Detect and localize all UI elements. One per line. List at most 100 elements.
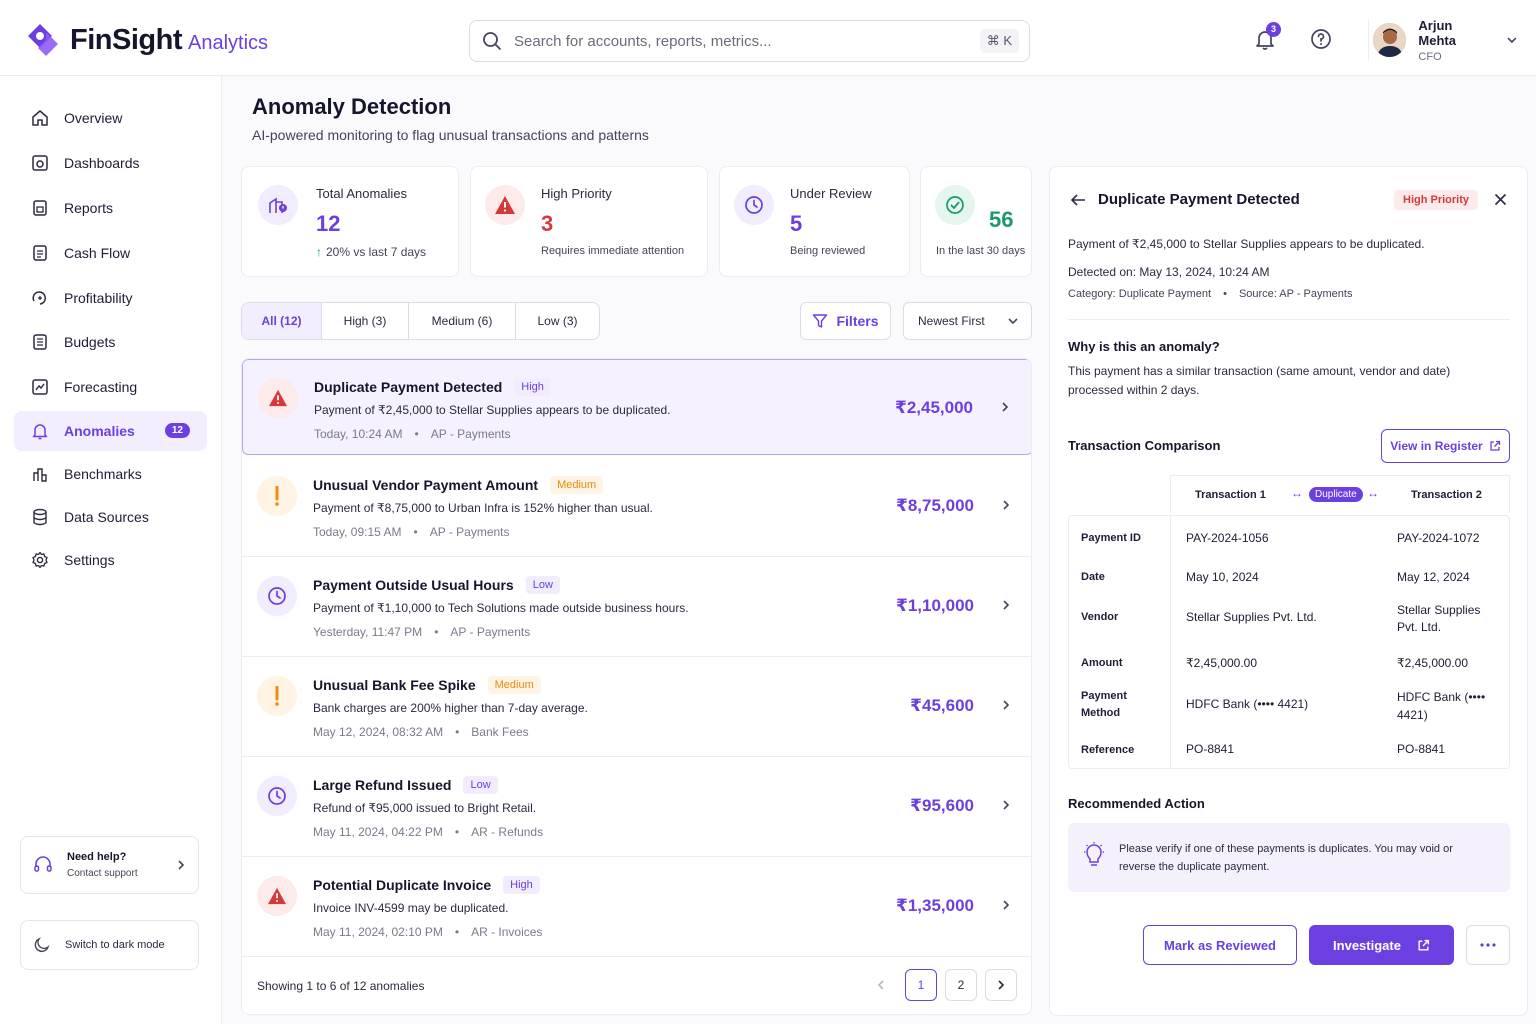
sidebar-item-benchmarks[interactable]: Benchmarks [14, 454, 207, 494]
top-bar: FinSight Analytics ⌘ K 3 Arjun Mehta CFO [0, 0, 1536, 76]
anomaly-amount: ₹2,45,000 [894, 398, 973, 417]
user-menu[interactable]: Arjun Mehta CFO [1368, 18, 1518, 63]
filters-button[interactable]: Filters [800, 302, 891, 340]
chevron-right-icon[interactable] [1001, 899, 1011, 911]
external-link-icon [1418, 939, 1430, 951]
view-in-register-button[interactable]: View in Register [1381, 429, 1510, 463]
chevron-right-icon[interactable] [1001, 699, 1011, 711]
anomaly-title: Large Refund Issued [313, 777, 452, 793]
sidebar-item-data-sources[interactable]: Data Sources [14, 497, 207, 537]
search-bar[interactable]: ⌘ K [469, 20, 1030, 62]
profitability-icon [32, 291, 46, 305]
anomaly-detail-panel: Duplicate Payment Detected High Priority… [1049, 166, 1528, 1016]
headset-icon [34, 856, 52, 872]
severity-badge: Low [463, 776, 498, 794]
sidebar-item-profitability[interactable]: Profitability [14, 278, 207, 318]
help-icon[interactable] [1310, 28, 1332, 50]
anomaly-row[interactable]: Potential Duplicate Invoice High Invoice … [242, 858, 1031, 957]
stat-card-resolved: 56 In the last 30 days [920, 166, 1032, 277]
alert-triangle-icon [257, 876, 297, 916]
anomaly-time: May 11, 2024, 04:22 PM [313, 825, 443, 839]
stat-value: 3 [541, 211, 554, 236]
page-button-1[interactable]: 1 [905, 969, 937, 1001]
clock-icon [257, 576, 297, 616]
help-title: Need help? [67, 851, 127, 863]
anomaly-description: Payment of ₹8,75,000 to Urban Infra is 1… [313, 501, 653, 515]
mark-as-reviewed-button[interactable]: Mark as Reviewed [1143, 925, 1297, 965]
stat-foot: Requires immediate attention [541, 245, 685, 257]
chevron-right-icon[interactable] [1001, 799, 1011, 811]
tab-low[interactable]: Low (3) [537, 314, 578, 328]
t1-value: ₹2,45,000.00 [1186, 656, 1258, 670]
budget-icon [33, 334, 47, 350]
check-circle-icon [935, 185, 975, 225]
anomaly-row[interactable]: Unusual Bank Fee Spike Medium Bank charge… [242, 658, 1031, 757]
comparison-table: Payment ID PAY-2024-1056 PAY-2024-1072 D… [1068, 515, 1510, 769]
page-title: Anomaly Detection [252, 94, 452, 119]
t1-value: PAY-2024-1056 [1186, 531, 1269, 545]
sidebar: Overview Dashboards Reports Cash Flow Pr… [0, 76, 222, 1024]
sidebar-item-budgets[interactable]: Budgets [14, 322, 207, 362]
anomaly-row[interactable]: Payment Outside Usual Hours Low Payment o… [242, 558, 1031, 657]
anomaly-list: Duplicate Payment Detected High Payment o… [241, 358, 1032, 1015]
sidebar-item-settings[interactable]: Settings [14, 540, 207, 580]
anomaly-amount: ₹8,75,000 [895, 496, 974, 515]
dark-mode-label: Switch to dark mode [65, 939, 165, 951]
chevron-right-icon[interactable] [1001, 599, 1011, 611]
tab-medium[interactable]: Medium (6) [409, 303, 516, 339]
sidebar-item-forecasting[interactable]: Forecasting [14, 367, 207, 407]
column-divider [1170, 516, 1171, 768]
view-in-register-label: View in Register [1390, 439, 1483, 453]
arrows-icon: ↔ [1291, 486, 1303, 500]
sidebar-item-cash-flow[interactable]: Cash Flow [14, 233, 207, 273]
moon-icon [34, 937, 50, 953]
anomalies-count-badge: 12 [164, 423, 190, 438]
search-input[interactable] [514, 32, 980, 50]
alert-triangle-icon [258, 378, 298, 418]
benchmark-icon [33, 468, 47, 482]
anomaly-title: Potential Duplicate Invoice [313, 877, 492, 893]
stat-value: 5 [790, 211, 803, 236]
chevron-right-icon[interactable] [1000, 401, 1010, 413]
logo[interactable]: FinSight Analytics [26, 22, 268, 58]
stat-value: 12 [316, 211, 341, 236]
anomaly-time: May 12, 2024, 08:32 AM [313, 725, 444, 739]
tab-all[interactable]: All (12) [242, 303, 322, 339]
page-button-2[interactable]: 2 [945, 969, 977, 1001]
dark-mode-toggle[interactable]: Switch to dark mode [20, 920, 199, 970]
back-arrow-icon[interactable] [1070, 193, 1086, 207]
tab-high[interactable]: High (3) [322, 303, 409, 339]
help-card[interactable]: Need help? Contact support [20, 836, 199, 894]
clock-icon [734, 185, 774, 225]
stat-card-total: Total Anomalies 12 ↑ 20% vs last 7 days [241, 166, 459, 277]
anomaly-title: Unusual Bank Fee Spike [313, 677, 476, 693]
anomaly-row[interactable]: Duplicate Payment Detected High Payment o… [242, 359, 1031, 455]
transaction-1-header: Transaction 1 [1195, 489, 1266, 501]
sort-select[interactable]: Newest First [903, 302, 1032, 340]
anomaly-time: May 11, 2024, 02:10 PM [313, 925, 443, 939]
sidebar-item-reports[interactable]: Reports [14, 188, 207, 228]
t2-value: Stellar Supplies Pvt. Ltd. [1397, 603, 1481, 634]
next-page-button[interactable] [985, 969, 1017, 1001]
alert-triangle-icon [485, 185, 525, 225]
why-anomaly-line-1: This payment has a similar transaction (… [1068, 364, 1451, 378]
close-icon[interactable] [1494, 193, 1507, 206]
transaction-2-header: Transaction 2 [1411, 489, 1482, 501]
prev-page-button[interactable] [865, 969, 897, 1001]
pagination-summary: Showing 1 to 6 of 12 anomalies [257, 979, 425, 993]
stat-value: 56 [989, 207, 1014, 232]
anomaly-row[interactable]: Large Refund Issued Low Refund of ₹95,000… [242, 758, 1031, 857]
sidebar-item-anomalies[interactable]: Anomalies 12 [14, 411, 207, 451]
arrow-up-icon: ↑ [316, 245, 322, 259]
more-options-button[interactable] [1466, 925, 1510, 965]
sidebar-item-label: Dashboards [64, 155, 140, 171]
sidebar-item-overview[interactable]: Overview [14, 98, 207, 138]
investigate-button[interactable]: Investigate [1309, 925, 1454, 965]
anomaly-row[interactable]: Unusual Vendor Payment Amount Medium Paym… [242, 458, 1031, 557]
exclamation-icon [257, 476, 297, 516]
exclamation-icon [257, 676, 297, 716]
detail-category: Category: Duplicate Payment [1068, 288, 1212, 300]
chevron-right-icon[interactable] [1001, 499, 1011, 511]
sidebar-item-label: Data Sources [64, 509, 149, 525]
sidebar-item-dashboards[interactable]: Dashboards [14, 143, 207, 183]
